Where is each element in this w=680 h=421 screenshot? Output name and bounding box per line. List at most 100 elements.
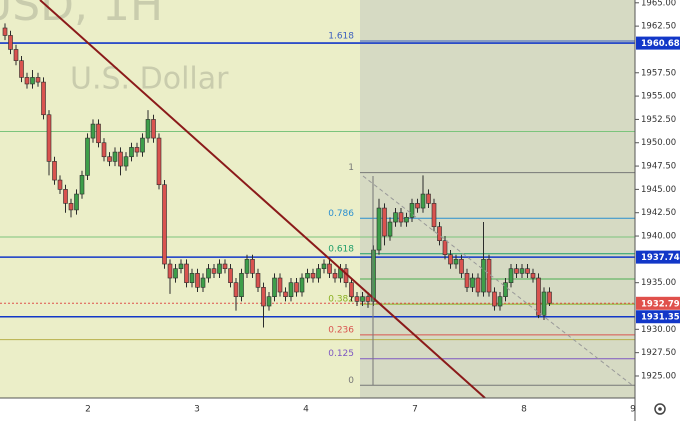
candle-body: [57, 179, 63, 190]
candle-body: [233, 282, 239, 297]
candle-body: [305, 273, 310, 279]
candle-body: [492, 291, 497, 307]
fib-label: 0.125: [328, 349, 354, 359]
time-axis: [0, 398, 635, 421]
fib-label: 0.618: [328, 244, 354, 254]
candle-body: [195, 273, 200, 288]
price-tag: [636, 296, 680, 310]
y-tick-label: 1965.00: [641, 0, 676, 8]
candle-body: [206, 268, 211, 279]
candle-body: [448, 254, 453, 265]
candle-body: [228, 268, 233, 283]
candle-body: [393, 212, 398, 223]
settings-icon[interactable]: [654, 403, 666, 415]
candle-body: [327, 263, 332, 274]
y-tick-label: 1952.50: [641, 115, 676, 125]
candle-body: [283, 291, 288, 297]
fib-label: 0: [348, 376, 354, 386]
candle-body: [96, 123, 101, 144]
candle-body: [140, 137, 145, 153]
candle-body: [415, 203, 420, 209]
candle-body: [547, 291, 552, 304]
candle-body: [189, 273, 195, 283]
candle-body: [255, 273, 261, 288]
candle-body: [437, 226, 442, 242]
fib-label: 1: [348, 163, 354, 173]
y-tick-label: 1962.50: [641, 22, 676, 32]
candle-body: [420, 193, 426, 209]
candle-body: [134, 147, 140, 153]
price-tag-label: 1931.35: [641, 313, 680, 323]
candle-body: [459, 259, 464, 274]
candle-body: [222, 263, 228, 269]
x-tick-label: 4: [303, 405, 309, 415]
candle-body: [442, 240, 448, 255]
candle-body: [217, 263, 222, 274]
candle-body: [503, 282, 508, 297]
fib-label: 0.236: [328, 325, 354, 335]
y-tick-label: 1947.50: [641, 162, 676, 172]
candle-body: [382, 207, 387, 237]
candle-body: [536, 277, 541, 316]
candle-body: [112, 151, 118, 162]
candle-body: [525, 268, 530, 274]
candle-body: [101, 142, 107, 158]
candle-body: [162, 184, 167, 265]
candle-body: [79, 175, 85, 195]
y-tick-label: 1945.00: [641, 185, 676, 195]
candle-body: [41, 81, 46, 116]
candle-body: [90, 123, 96, 139]
candle-body: [453, 259, 459, 265]
fib-zone: [360, 0, 635, 398]
candle-body: [8, 35, 13, 50]
price-tag-label: 1932.79: [641, 299, 680, 309]
candle-body: [211, 268, 217, 274]
fib-label: 1.618: [328, 32, 354, 42]
candle-body: [184, 263, 189, 283]
candle-body: [24, 77, 30, 85]
candle-body: [464, 273, 470, 288]
candle-body: [63, 189, 68, 204]
trend-line: [39, 0, 486, 398]
candle-body: [299, 277, 305, 293]
candle-body: [360, 296, 365, 302]
candle-body: [541, 291, 547, 316]
y-tick-label: 1950.00: [641, 138, 676, 148]
x-tick-label: 8: [521, 405, 527, 415]
y-tick-label: 1955.00: [641, 92, 676, 102]
candle-body: [200, 277, 206, 288]
price-tag-label: 1937.74: [641, 253, 680, 263]
y-tick-label: 1942.50: [641, 208, 676, 218]
price-tag: [636, 250, 680, 264]
candle-body: [354, 296, 360, 302]
y-tick-label: 1925.00: [641, 371, 676, 381]
candle-body: [46, 114, 52, 162]
candle-body: [497, 296, 503, 307]
price-tag: [636, 36, 680, 50]
candle-body: [481, 259, 486, 293]
candle-body: [288, 282, 294, 297]
candle-body: [310, 273, 316, 279]
fib-label: 0.382: [328, 295, 354, 305]
candle-body: [316, 268, 321, 279]
candle-body: [167, 263, 173, 279]
candle-body: [85, 137, 90, 176]
candle-body: [68, 203, 74, 211]
candle-body: [470, 277, 475, 288]
x-tick-label: 2: [85, 405, 91, 415]
candle-body: [530, 273, 536, 279]
watermark: USD, 1H: [0, 0, 163, 31]
y-tick-label: 1930.00: [641, 325, 676, 335]
candle-body: [431, 203, 437, 228]
candle-body: [277, 277, 283, 293]
y-tick-label: 1957.50: [641, 68, 676, 78]
y-tick-label: 1927.50: [641, 348, 676, 358]
candle-body: [514, 268, 519, 274]
candle-body: [19, 60, 24, 78]
candle-body: [244, 259, 250, 274]
price-axis: [635, 0, 680, 421]
x-tick-label: 7: [412, 405, 418, 415]
fib-trend-line: [362, 175, 633, 386]
candle-body: [321, 263, 327, 269]
